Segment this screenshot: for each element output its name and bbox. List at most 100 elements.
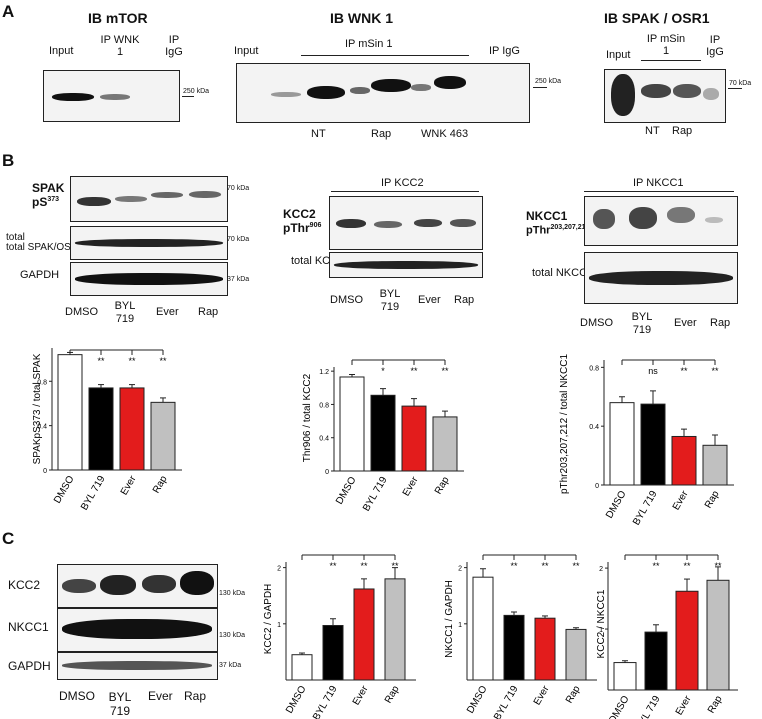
y-tick-label: 0 <box>43 468 47 475</box>
spak-title: IB SPAK / OSR1 <box>604 10 710 26</box>
wnk1-lane-input: Input <box>234 45 259 57</box>
c-gapdh-blot <box>57 652 218 680</box>
spak-cond-rap: Rap <box>672 125 693 137</box>
c-kcc2-blot <box>57 564 218 608</box>
b-pnkcc1-site: pThr203,207,212 <box>526 224 590 237</box>
significance-mark: ** <box>714 561 722 571</box>
bar-dmso <box>609 402 635 486</box>
significance-mark: ns <box>648 366 658 376</box>
wnk1-cond-wnk463: WNK 463 <box>421 128 469 140</box>
significance-mark: ** <box>410 366 418 376</box>
significance-mark: ** <box>510 561 518 571</box>
mtor-lane-ip-wnk1: IP WNK 1 <box>100 34 140 58</box>
bar-byl-719 <box>644 631 668 691</box>
spak-ip-msin1: IP mSin 1 <box>646 33 686 57</box>
mtor-title: IB mTOR <box>88 10 148 26</box>
x-tick-label: Rap <box>706 694 725 716</box>
c-lane-byl: BYL 719 <box>108 690 132 718</box>
panel-letter-c: C <box>2 529 15 548</box>
y-tick-label: 0.4 <box>37 424 47 431</box>
b-total-spak-label: total total SPAK/OSR1 <box>6 232 84 253</box>
b-ip-nkcc1: IP NKCC1 <box>633 177 684 189</box>
b-spak-m37: 37 kDa <box>227 276 250 283</box>
b2-lane-rap: Rap <box>454 294 475 306</box>
significance-mark: ** <box>652 561 660 571</box>
b-total-nkcc1-label: total NKCC1 <box>532 267 594 279</box>
spak-ip-igg: IP IgG <box>706 34 724 58</box>
y-tick-label: 1 <box>458 622 462 629</box>
y-tick-label: 2 <box>599 566 603 573</box>
wnk1-marker: 250 kDa <box>535 78 562 85</box>
y-tick-label: 2 <box>277 566 281 573</box>
b-spak-m70a: 70 kDa <box>227 185 250 192</box>
c-nkcc1-blot <box>57 608 218 652</box>
y-tick-label: 0.8 <box>319 402 329 409</box>
bar-ever <box>675 590 699 691</box>
b3-lane-rap: Rap <box>710 317 731 329</box>
b-pspak-blot <box>70 176 228 222</box>
spak-lane-input: Input <box>606 49 631 61</box>
significance-mark: ** <box>128 356 136 366</box>
bar-rap <box>702 444 728 486</box>
y-tick-label: 0 <box>595 483 599 490</box>
y-tick-label: 2 <box>458 566 462 573</box>
y-axis-label: KCC2 / GAPDH <box>263 584 274 655</box>
significance-mark: ** <box>97 356 105 366</box>
b2-lane-ever: Ever <box>418 294 441 306</box>
bar-dmso <box>613 662 637 691</box>
bar-byl-719 <box>640 403 666 486</box>
y-tick-label: 0.8 <box>589 365 599 372</box>
significance-mark: ** <box>329 561 337 571</box>
significance-mark: ** <box>159 356 167 366</box>
significance-mark: ** <box>441 366 449 376</box>
y-axis-label: pThr203,207,212 / total NKCC1 <box>559 354 570 495</box>
c-lane-ever: Ever <box>148 689 173 703</box>
b-pkcc2-site: pThr906 <box>283 221 322 235</box>
panel-letter-b: B <box>2 151 15 170</box>
y-axis-label: NKCC1 / GAPDH <box>444 580 455 658</box>
c-marker-gapdh: 37 kDa <box>219 662 242 669</box>
c-marker-kcc2: 130 kDa <box>219 590 246 597</box>
x-tick-label: Ever <box>674 693 694 717</box>
significance-mark: ** <box>572 561 580 571</box>
c-row-nkcc1: NKCC1 <box>8 620 49 634</box>
bar-ever <box>401 405 427 472</box>
y-axis-label: Thr906 / total KCC2 <box>302 373 313 462</box>
b3-lane-dmso: DMSO <box>580 317 613 329</box>
wnk1-ip-msin1: IP mSin 1 <box>345 38 393 50</box>
b-pkcc2-blot <box>329 196 483 250</box>
mtor-lane-ip-igg: IP IgG <box>165 34 183 58</box>
c-row-gapdh: GAPDH <box>8 659 51 673</box>
y-tick-label: 0.4 <box>319 436 329 443</box>
bar-rap <box>706 579 730 691</box>
bar-rap <box>432 416 458 472</box>
x-tick-label: DMSO <box>607 694 632 719</box>
x-tick-label: BYL 719 <box>634 694 663 719</box>
b1-lane-ever: Ever <box>156 306 179 318</box>
b3-lane-ever: Ever <box>674 317 697 329</box>
c-row-kcc2: KCC2 <box>8 578 41 592</box>
significance-mark: ** <box>391 561 399 571</box>
mtor-blot <box>43 70 180 122</box>
mtor-marker: 250 kDa <box>183 88 210 95</box>
bar-byl-719 <box>370 394 396 472</box>
y-axis-label: SPAKpS373 / total SPAK <box>32 353 43 464</box>
significance-mark: ** <box>711 366 719 376</box>
wnk1-title: IB WNK 1 <box>330 10 393 26</box>
spak-marker: 70 kDa <box>729 80 752 87</box>
y-tick-label: 0.8 <box>37 379 47 386</box>
b-pnkcc1-blot <box>584 196 738 246</box>
wnk1-ip-igg: IP IgG <box>489 45 520 57</box>
b-ip-kcc2: IP KCC2 <box>381 177 424 189</box>
wnk1-blot <box>236 63 530 123</box>
significance-mark: ** <box>360 561 368 571</box>
b3-lane-byl: BYL 719 <box>631 311 653 336</box>
mtor-lane-input: Input <box>49 45 74 57</box>
c-marker-nkcc1: 130 kDa <box>219 632 246 639</box>
spak-blot <box>604 69 726 123</box>
